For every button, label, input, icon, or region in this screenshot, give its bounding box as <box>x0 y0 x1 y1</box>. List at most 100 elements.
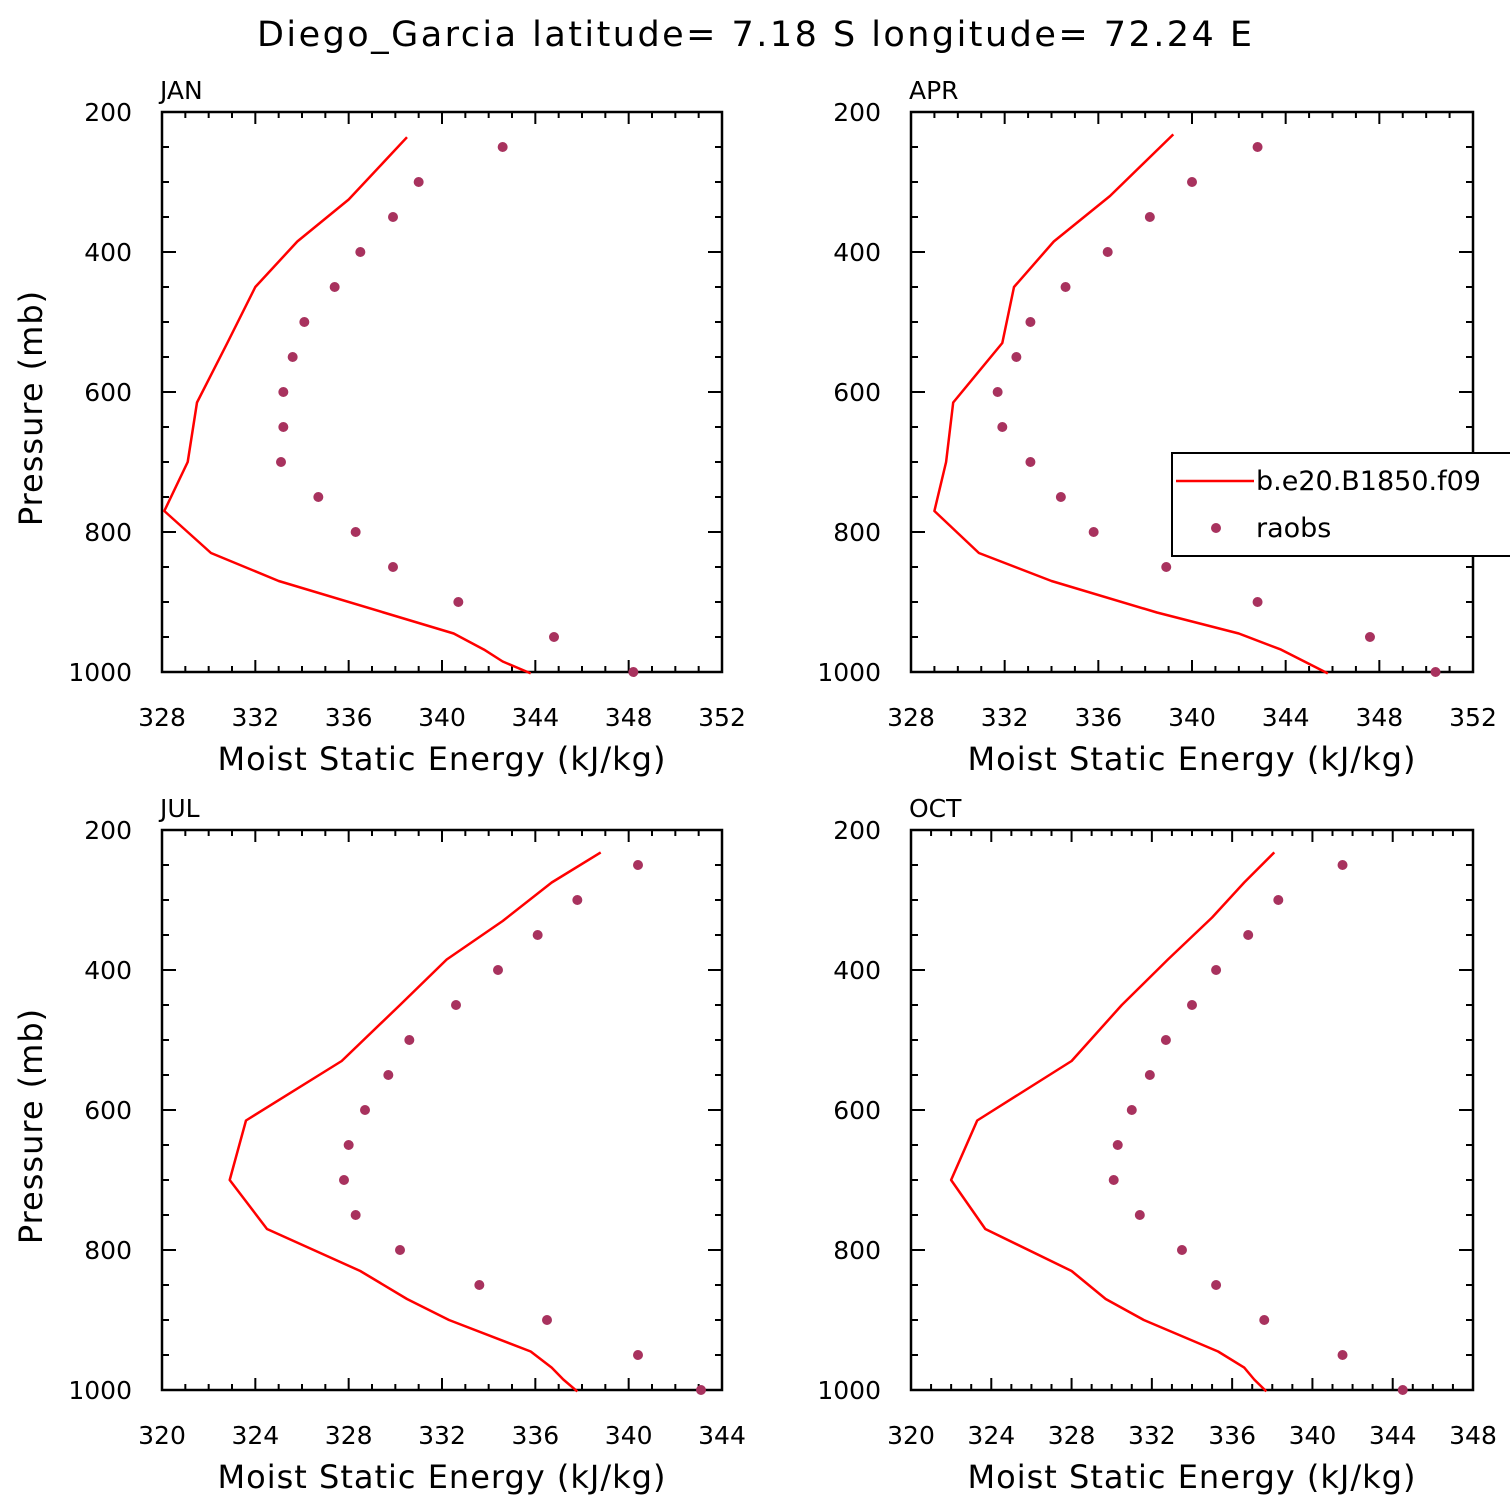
legend-model-label: b.e20.B1850.f09 <box>1256 466 1481 497</box>
y-tick-label-jul: 400 <box>84 956 132 985</box>
legend: b.e20.B1850.f09 raobs <box>1171 452 1510 557</box>
raobs-point-jan <box>350 527 361 537</box>
raobs-point-oct <box>1243 930 1254 940</box>
raobs-point-jan <box>413 177 424 187</box>
raobs-point-apr <box>1025 457 1036 467</box>
raobs-point-jan <box>355 247 366 257</box>
y-tick-label-jan: 400 <box>84 238 132 267</box>
x-tick-label-oct: 320 <box>887 1421 935 1450</box>
x-tick-label-jan: 328 <box>138 703 186 732</box>
raobs-point-oct <box>1112 1140 1123 1150</box>
raobs-point-jul <box>493 965 503 975</box>
y-axis-title-jul: Pressure (mb) <box>12 1008 50 1244</box>
raobs-point-oct <box>1259 1315 1270 1325</box>
y-tick-label-jul: 1000 <box>68 1376 132 1405</box>
y-tick-label-oct: 400 <box>833 956 881 985</box>
raobs-point-oct <box>1211 1280 1222 1290</box>
raobs-point-apr <box>1187 177 1197 187</box>
raobs-point-jul <box>633 860 643 870</box>
y-tick-label-jan: 200 <box>84 98 132 127</box>
raobs-point-jan <box>628 667 639 677</box>
x-tick-label-jul: 336 <box>511 1421 559 1450</box>
x-tick-label-jul: 324 <box>231 1421 279 1450</box>
y-tick-label-jan: 800 <box>84 518 132 547</box>
raobs-point-apr <box>1025 317 1036 327</box>
x-tick-label-jan: 336 <box>325 703 373 732</box>
raobs-point-apr <box>1161 562 1172 572</box>
raobs-point-oct <box>1337 860 1348 870</box>
raobs-point-oct <box>1134 1210 1145 1220</box>
legend-box <box>1171 452 1510 557</box>
x-axis-title-jul: Moist Static Energy (kJ/kg) <box>218 1458 667 1496</box>
x-tick-label-oct: 340 <box>1289 1421 1337 1450</box>
plot-frame-jul <box>160 828 724 1392</box>
x-tick-label-jan: 332 <box>231 703 279 732</box>
raobs-point-apr <box>1055 492 1066 502</box>
panel-label-oct: OCT <box>909 794 962 823</box>
raobs-point-jan <box>329 282 340 292</box>
x-tick-label-oct: 324 <box>967 1421 1015 1450</box>
x-tick-label-oct: 332 <box>1128 1421 1176 1450</box>
panel-jul: JUL 320 324 328 332 336 340 344 200 400 600 800 1000… <box>12 794 746 1496</box>
x-tick-label-apr: 348 <box>1355 703 1403 732</box>
x-tick-label-jan: 344 <box>511 703 559 732</box>
y-tick-label-oct: 1000 <box>817 1376 881 1405</box>
raobs-point-jan <box>278 422 289 432</box>
raobs-point-jan <box>313 492 324 502</box>
raobs-point-jan <box>299 317 310 327</box>
x-tick-label-jul: 328 <box>325 1421 373 1450</box>
raobs-point-jul <box>404 1035 415 1045</box>
model-line-apr <box>933 133 1329 675</box>
panel-label-jul: JUL <box>158 794 200 823</box>
x-tick-label-apr: 332 <box>981 703 1029 732</box>
raobs-point-jan <box>549 632 559 642</box>
raobs-point-jan <box>388 212 398 222</box>
raobs-point-apr <box>1252 142 1263 152</box>
raobs-point-oct <box>1211 965 1222 975</box>
raobs-point-jul <box>572 895 583 905</box>
model-line-oct <box>949 851 1276 1393</box>
raobs-point-jul <box>696 1385 706 1395</box>
raobs-point-oct <box>1337 1350 1348 1360</box>
raobs-point-jul <box>339 1175 349 1185</box>
panel-label-jan: JAN <box>158 76 203 105</box>
raobs-point-oct <box>1126 1105 1137 1115</box>
panel-jan: JAN 328 332 336 340 344 348 352 200 400 600 800 1000… <box>12 76 746 778</box>
y-tick-label-apr: 1000 <box>817 658 881 687</box>
panel-oct: OCT 320 324 328 332 336 340 344 348 200 400 600 800 1… <box>817 794 1496 1496</box>
y-tick-label-jul: 800 <box>84 1236 132 1265</box>
raobs-point-apr <box>1364 632 1375 642</box>
x-tick-label-apr: 336 <box>1074 703 1122 732</box>
raobs-point-apr <box>1144 212 1155 222</box>
raobs-point-jul <box>343 1140 354 1150</box>
raobs-point-oct <box>1397 1385 1408 1395</box>
legend-obs-swatch <box>1211 523 1221 533</box>
raobs-point-jul <box>474 1280 485 1290</box>
x-tick-label-oct: 336 <box>1208 1421 1256 1450</box>
raobs-point-jul <box>633 1350 643 1360</box>
model-line-jul <box>228 851 602 1393</box>
raobs-point-apr <box>1060 282 1071 292</box>
model-line-jan <box>163 136 532 675</box>
plot-frame-jan <box>160 110 724 674</box>
x-axis-title-jan: Moist Static Energy (kJ/kg) <box>218 740 667 778</box>
x-tick-label-apr: 344 <box>1262 703 1310 732</box>
x-tick-label-apr: 352 <box>1449 703 1497 732</box>
raobs-point-jan <box>453 597 464 607</box>
raobs-point-jul <box>451 1000 461 1010</box>
raobs-point-jan <box>497 142 508 152</box>
x-tick-label-oct: 348 <box>1449 1421 1497 1450</box>
x-tick-label-jul: 344 <box>698 1421 746 1450</box>
y-tick-label-jan: 600 <box>84 378 132 407</box>
raobs-point-apr <box>997 422 1008 432</box>
x-tick-label-jan: 340 <box>418 703 466 732</box>
raobs-point-apr <box>1252 597 1263 607</box>
x-tick-label-apr: 328 <box>887 703 935 732</box>
y-tick-label-oct: 200 <box>833 816 881 845</box>
x-tick-label-apr: 340 <box>1168 703 1216 732</box>
x-tick-label-jan: 352 <box>698 703 746 732</box>
raobs-point-jul <box>350 1210 361 1220</box>
raobs-point-jul <box>395 1245 405 1255</box>
raobs-point-jul <box>532 930 543 940</box>
